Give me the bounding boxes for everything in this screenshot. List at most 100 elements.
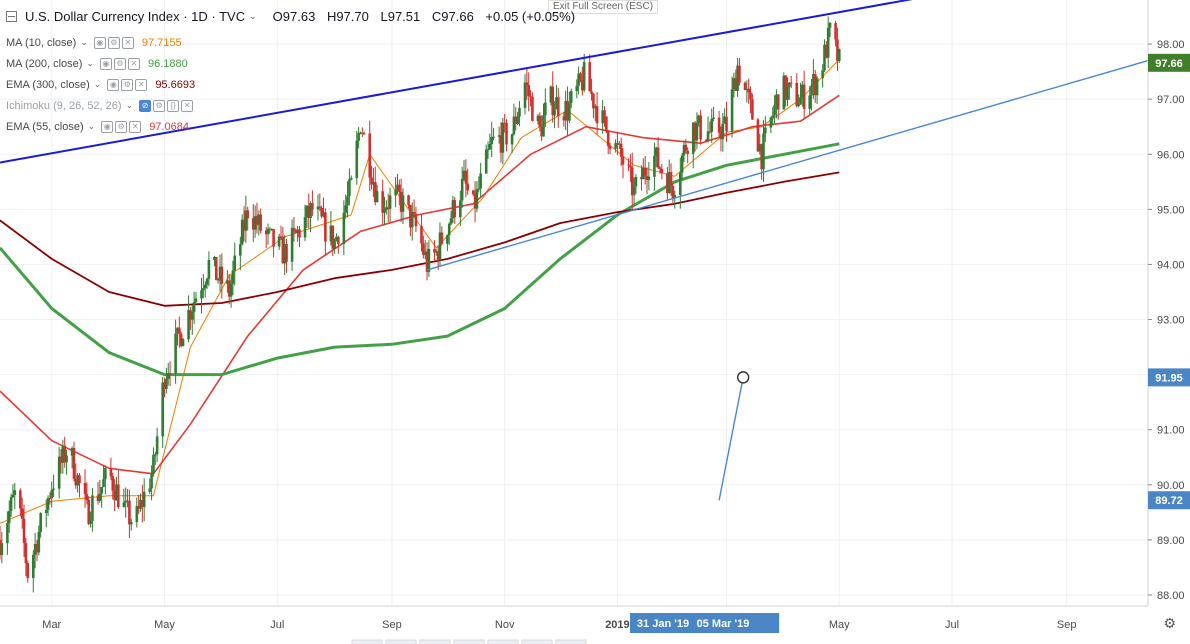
close-icon[interactable]: ✕ (127, 57, 140, 70)
candle-body (161, 382, 164, 437)
chevron-down-icon[interactable]: ⌄ (125, 100, 134, 110)
close-icon[interactable]: ✕ (181, 99, 194, 112)
candle-body (605, 116, 608, 132)
indicator-ema300[interactable]: EMA (300, close) ⌄ ◉ ⚙ ✕ 95.6693 (6, 74, 583, 95)
exit-full-screen-button[interactable]: Exit Full Screen (ESC) (548, 0, 659, 14)
series-line-ema-55-close (0, 94, 840, 475)
candle-body (632, 186, 636, 196)
candle-body (446, 235, 449, 244)
indicator-ichimoku[interactable]: Ichimoku (9, 26, 52, 26) ⌄ ⊘ ⚙{} ✕ (6, 95, 583, 116)
chevron-down-icon[interactable]: ⌄ (86, 58, 94, 68)
candle-body (59, 456, 63, 463)
candle-body (627, 164, 630, 166)
candle-body (782, 75, 786, 110)
chevron-down-icon[interactable]: ⌄ (87, 121, 96, 131)
candle-body (296, 229, 299, 233)
trendline[interactable] (0, 0, 922, 164)
candle-body (266, 228, 270, 235)
close-icon[interactable]: ✕ (135, 78, 148, 91)
candle-body (213, 256, 216, 260)
trendline-handle[interactable] (736, 371, 750, 384)
candle-body (410, 212, 414, 228)
candle-body (194, 298, 198, 303)
candle-body (730, 89, 734, 132)
candle-body (202, 288, 205, 291)
candle-body (734, 78, 738, 91)
candle-body (0, 543, 4, 556)
gear-icon[interactable]: ⚙ (153, 99, 166, 112)
candle-body (569, 91, 573, 103)
close-icon[interactable]: ✕ (121, 36, 134, 49)
candle-body (89, 521, 92, 524)
candle-body (671, 186, 675, 199)
time-scroll-segment[interactable] (487, 639, 519, 644)
candle-body (577, 73, 580, 86)
trendline[interactable] (718, 377, 744, 501)
candle-body (549, 86, 553, 103)
candle-body (98, 493, 102, 502)
indicator-ma200[interactable]: MA (200, close) ⌄ ◉ ⚙ ✕ 96.1880 (6, 53, 583, 74)
candle-body (775, 94, 778, 106)
candle-body (355, 140, 359, 179)
candle-body (141, 500, 144, 508)
collapse-icon[interactable] (6, 10, 17, 22)
candle-body (525, 82, 529, 86)
candle-body (24, 543, 28, 564)
eye-icon[interactable]: ◉ (107, 78, 120, 91)
candle-body (220, 266, 224, 284)
candle-body (244, 210, 248, 231)
candle-body (370, 177, 373, 185)
gear-icon[interactable]: ⚙ (1163, 615, 1176, 631)
candle-body (298, 229, 301, 238)
candle-body (706, 131, 710, 141)
candle-body (150, 473, 153, 489)
candle-body (48, 497, 52, 499)
gear-icon[interactable]: ⚙ (113, 57, 126, 70)
marker-low-tag-bg (1148, 491, 1190, 510)
candle-body (178, 327, 181, 334)
time-scroll-segment[interactable] (521, 639, 553, 644)
candle-body (566, 100, 569, 121)
close-icon[interactable]: ✕ (129, 120, 142, 133)
candle-body (346, 196, 349, 206)
candle-body (83, 483, 87, 495)
time-scroll-segment[interactable] (453, 639, 485, 644)
indicator-ma10[interactable]: MA (10, close) ⌄ ◉ ⚙ ✕ 97.7155 (6, 32, 583, 53)
symbol-title[interactable]: U.S. Dollar Currency Index · 1D · TVC (25, 8, 246, 24)
time-scroll-segment[interactable] (555, 639, 587, 644)
candle-body (7, 511, 11, 524)
gear-icon[interactable]: ⚙ (121, 78, 134, 91)
time-scroll-segment[interactable] (385, 639, 417, 644)
candle-body (490, 136, 494, 145)
candle-body (686, 150, 689, 154)
candle-body (666, 173, 669, 194)
chevron-down-icon[interactable]: ⌄ (80, 37, 88, 47)
candle-body (65, 455, 68, 463)
candle-body (292, 227, 296, 231)
x-tick-label: May (154, 619, 175, 631)
chevron-down-icon[interactable]: ⌄ (249, 10, 257, 21)
candle-body (349, 178, 353, 180)
indicator-value: 97.0684 (149, 120, 189, 133)
eye-icon[interactable]: ◉ (101, 120, 114, 133)
marker-high-tag-bg (1148, 368, 1190, 387)
candle-body (218, 266, 222, 280)
candle-body (691, 122, 695, 154)
candle-body (512, 116, 516, 135)
candle-body (834, 22, 837, 40)
chevron-down-icon[interactable]: ⌄ (93, 79, 102, 89)
candle-body (603, 110, 606, 117)
trendline[interactable] (426, 59, 1149, 271)
candle-body (673, 195, 677, 199)
gear-icon[interactable]: ⚙ (115, 120, 128, 133)
time-scroll-segment[interactable] (351, 639, 383, 644)
eye-off-icon[interactable]: ⊘ (139, 99, 152, 112)
gear-icon[interactable]: ⚙ (107, 36, 120, 49)
indicator-label: Ichimoku (9, 26, 52, 26) (6, 99, 122, 112)
time-scroll-segment[interactable] (419, 639, 451, 644)
braces-icon[interactable]: {} (167, 99, 180, 112)
eye-icon[interactable]: ◉ (93, 36, 106, 49)
eye-icon[interactable]: ◉ (99, 57, 112, 70)
indicator-ema55[interactable]: EMA (55, close) ⌄ ◉ ⚙ ✕ 97.0684 (6, 116, 583, 137)
